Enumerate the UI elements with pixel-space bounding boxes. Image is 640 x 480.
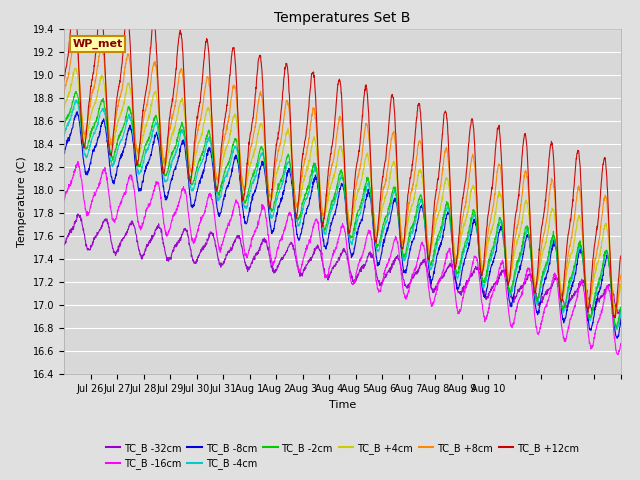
Title: Temperatures Set B: Temperatures Set B <box>274 11 411 25</box>
Legend: TC_B -32cm, TC_B -16cm, TC_B -8cm, TC_B -4cm, TC_B -2cm, TC_B +4cm, TC_B +8cm, T: TC_B -32cm, TC_B -16cm, TC_B -8cm, TC_B … <box>102 439 583 473</box>
X-axis label: Time: Time <box>329 400 356 409</box>
Text: WP_met: WP_met <box>72 39 123 49</box>
Y-axis label: Temperature (C): Temperature (C) <box>17 156 27 247</box>
